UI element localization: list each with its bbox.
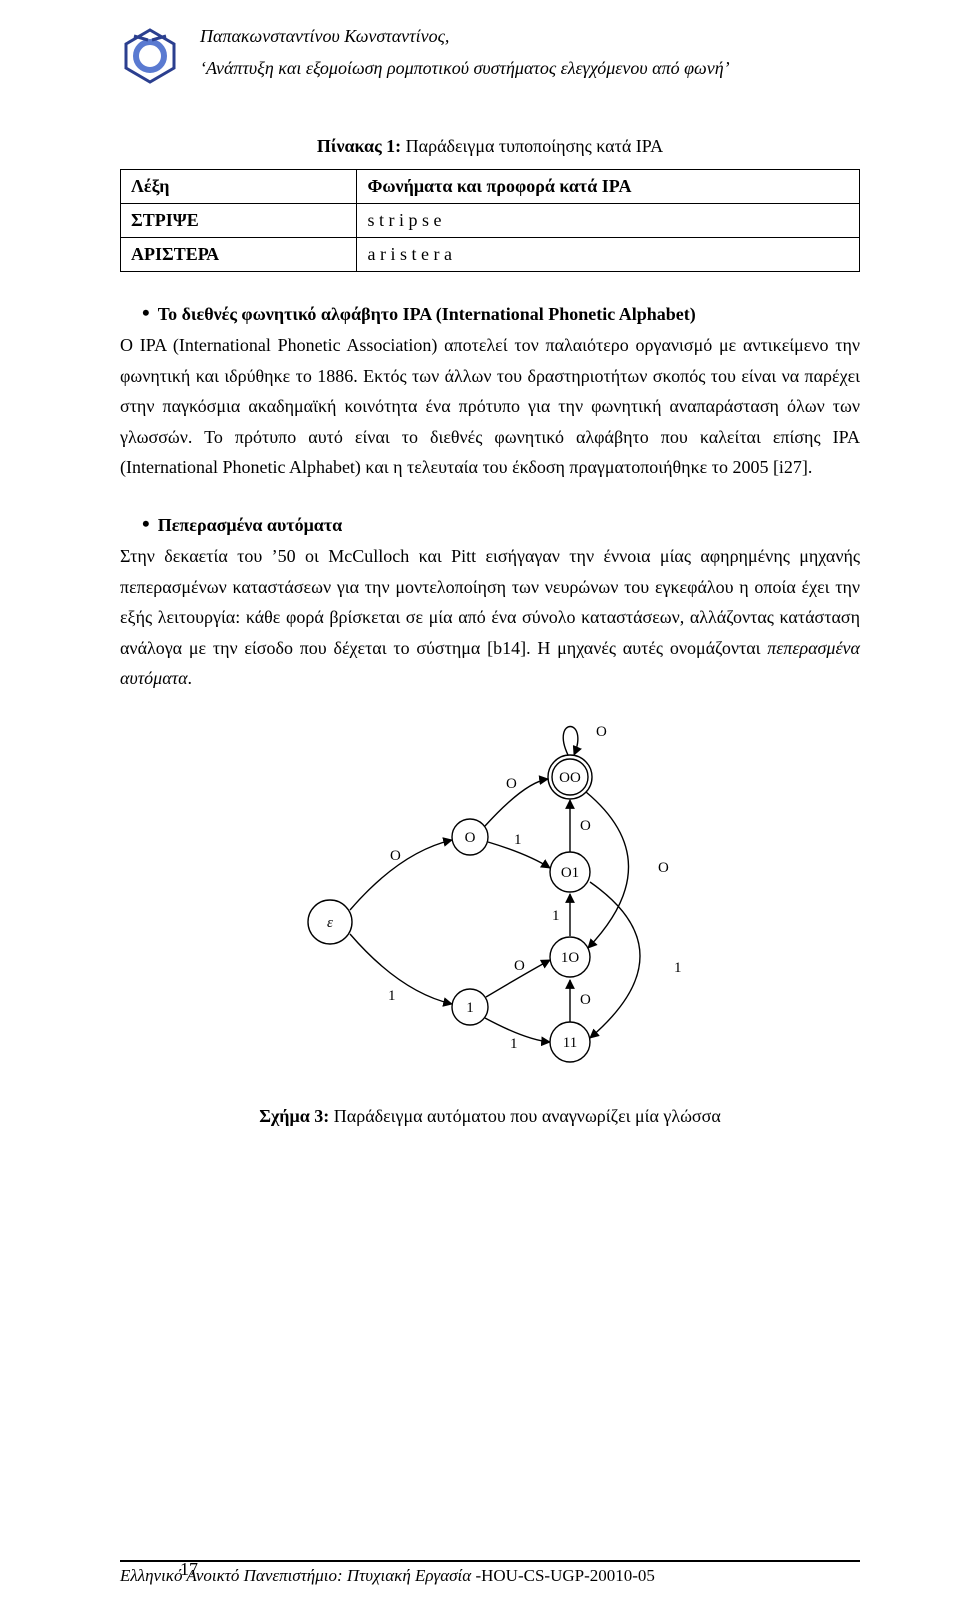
svg-text:OO: OO	[559, 770, 581, 786]
table-cell-value: a r i s t e r a	[357, 238, 860, 272]
table-caption-label: Πίνακας 1:	[317, 136, 401, 156]
table-cell-value: s t r i p s e	[357, 204, 860, 238]
table-row: ΣΤΡΙΨΕ s t r i p s e	[121, 204, 860, 238]
page-footer: Ελληνικό Ανοικτό Πανεπιστήμιο: Πτυχιακή …	[120, 1560, 860, 1586]
body-text-start: Στην δεκαετία του ’50 οι McCulloch και P…	[120, 546, 860, 658]
svg-text:O: O	[390, 848, 401, 864]
header-title: ‘Ανάπτυξη και εξομοίωση ρομποτικού συστή…	[200, 52, 730, 84]
bullet-list: Πεπερασμένα αυτόματα	[120, 511, 860, 537]
footer-left: Ελληνικό Ανοικτό Πανεπιστήμιο: Πτυχιακή …	[120, 1566, 481, 1586]
svg-text:1O: 1O	[561, 950, 580, 966]
section-bullet-ipa: Το διεθνές φωνητικό αλφάβητο IPA (Intern…	[160, 300, 860, 326]
svg-text:O: O	[596, 724, 607, 740]
svg-text:O: O	[580, 818, 591, 834]
automaton-diagram: εO1OOO11O11 O1O1O1O1OO1O	[270, 722, 710, 1082]
header-text: Παπακωνσταντίνου Κωνσταντίνος, ‘Ανάπτυξη…	[200, 20, 730, 85]
section-body-ipa: Ο IPA (International Phonetic Associatio…	[120, 330, 860, 483]
table-cell-label: ΑΡΙΣΤΕΡΑ	[121, 238, 357, 272]
svg-text:1: 1	[674, 960, 682, 976]
svg-text:1: 1	[466, 1000, 474, 1016]
table-row: Λέξη Φωνήματα και προφορά κατά IPA	[121, 170, 860, 204]
figure-caption-label: Σχήμα 3:	[259, 1106, 329, 1126]
page: Παπακωνσταντίνου Κωνσταντίνος, ‘Ανάπτυξη…	[0, 0, 960, 1610]
footer-code: HOU-CS-UGP-20010-05	[481, 1566, 655, 1586]
svg-text:O: O	[580, 992, 591, 1008]
table-caption-text: Παράδειγμα τυποποίησης κατά IPA	[401, 136, 663, 156]
table-cell-value: Φωνήματα και προφορά κατά IPA	[357, 170, 860, 204]
svg-text:1: 1	[552, 908, 560, 924]
svg-text:ε: ε	[327, 915, 333, 931]
figure-caption: Σχήμα 3: Παράδειγμα αυτόματου που αναγνω…	[120, 1106, 860, 1127]
svg-text:1: 1	[510, 1036, 518, 1052]
table-caption: Πίνακας 1: Παράδειγμα τυποποίησης κατά I…	[120, 136, 860, 157]
figure-caption-text: Παράδειγμα αυτόματου που αναγνωρίζει μία…	[329, 1106, 720, 1126]
bullet-list: Το διεθνές φωνητικό αλφάβητο IPA (Intern…	[120, 300, 860, 326]
table-cell-label: ΣΤΡΙΨΕ	[121, 204, 357, 238]
svg-text:O: O	[514, 958, 525, 974]
institution-logo	[120, 26, 180, 86]
svg-text:1: 1	[514, 832, 522, 848]
figure-automaton: εO1OOO11O11 O1O1O1O1OO1O	[120, 722, 860, 1082]
table-cell-label: Λέξη	[121, 170, 357, 204]
svg-text:O1: O1	[561, 865, 579, 881]
svg-text:O: O	[506, 776, 517, 792]
table-row: ΑΡΙΣΤΕΡΑ a r i s t e r a	[121, 238, 860, 272]
header-author: Παπακωνσταντίνου Κωνσταντίνος,	[200, 20, 730, 52]
section-bullet-automata: Πεπερασμένα αυτόματα	[160, 511, 860, 537]
section-body-automata: Στην δεκαετία του ’50 οι McCulloch και P…	[120, 541, 860, 694]
page-header: Παπακωνσταντίνου Κωνσταντίνος, ‘Ανάπτυξη…	[120, 20, 860, 86]
svg-text:O: O	[658, 860, 669, 876]
page-number: 17	[180, 1559, 198, 1580]
svg-text:O: O	[465, 830, 476, 846]
body-text-end: .	[188, 668, 193, 688]
ipa-table: Λέξη Φωνήματα και προφορά κατά IPA ΣΤΡΙΨ…	[120, 169, 860, 272]
svg-text:1: 1	[388, 988, 396, 1004]
svg-text:11: 11	[563, 1035, 577, 1051]
